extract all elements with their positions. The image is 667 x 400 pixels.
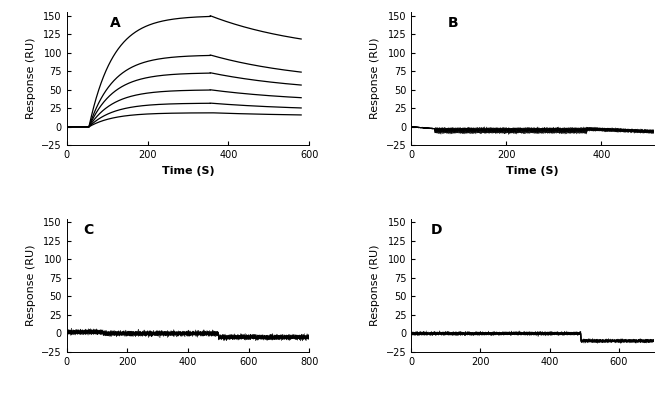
Y-axis label: Response (RU): Response (RU) (25, 38, 35, 120)
Y-axis label: Response (RU): Response (RU) (25, 244, 35, 326)
Y-axis label: Response (RU): Response (RU) (370, 244, 380, 326)
Text: C: C (83, 223, 94, 237)
Text: A: A (110, 16, 121, 30)
Text: D: D (430, 223, 442, 237)
Y-axis label: Response (RU): Response (RU) (370, 38, 380, 120)
Text: B: B (448, 16, 458, 30)
X-axis label: Time (S): Time (S) (506, 166, 559, 176)
X-axis label: Time (S): Time (S) (161, 166, 214, 176)
